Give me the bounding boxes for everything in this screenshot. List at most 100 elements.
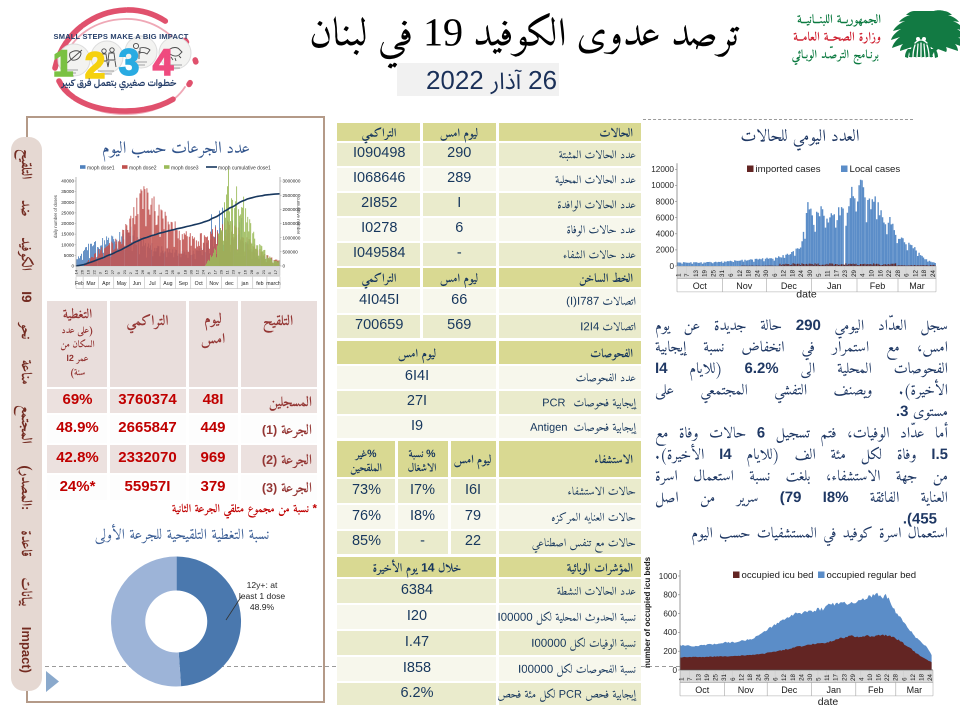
svg-text:12y+: at: 12y+: at bbox=[247, 580, 278, 590]
svg-text:number of occupied icu beds: number of occupied icu beds bbox=[643, 556, 652, 668]
svg-text:12: 12 bbox=[910, 673, 917, 680]
svg-text:2000000: 2000000 bbox=[283, 207, 301, 212]
svg-text:Feb: Feb bbox=[75, 281, 84, 287]
svg-text:Jun: Jun bbox=[133, 281, 141, 287]
svg-text:48.9%: 48.9% bbox=[250, 602, 275, 612]
svg-text:26: 26 bbox=[80, 269, 85, 274]
svg-text:19: 19 bbox=[702, 269, 709, 276]
svg-text:12: 12 bbox=[912, 269, 919, 276]
svg-text:17: 17 bbox=[213, 269, 218, 274]
svg-text:31: 31 bbox=[721, 673, 728, 680]
svg-text:Jan: Jan bbox=[827, 281, 842, 291]
svg-text:Oct: Oct bbox=[695, 685, 710, 695]
svg-text:6000: 6000 bbox=[656, 214, 675, 223]
svg-text:9: 9 bbox=[116, 271, 121, 274]
svg-text:10: 10 bbox=[867, 673, 874, 680]
svg-text:10000: 10000 bbox=[61, 242, 74, 247]
svg-text:18: 18 bbox=[746, 269, 753, 276]
svg-text:500000: 500000 bbox=[283, 249, 299, 254]
svg-text:Jul: Jul bbox=[149, 281, 156, 287]
svg-text:march: march bbox=[266, 281, 281, 287]
svg-text:8000: 8000 bbox=[656, 197, 675, 206]
svg-text:Mar: Mar bbox=[86, 281, 95, 287]
svg-text:14: 14 bbox=[74, 269, 79, 274]
svg-text:12: 12 bbox=[194, 269, 199, 274]
svg-text:Local cases: Local cases bbox=[850, 164, 901, 175]
svg-text:22: 22 bbox=[92, 269, 97, 274]
svg-text:20: 20 bbox=[152, 269, 157, 274]
svg-text:16: 16 bbox=[876, 673, 883, 680]
svg-text:1: 1 bbox=[678, 677, 685, 681]
svg-text:12: 12 bbox=[738, 674, 745, 681]
svg-text:17: 17 bbox=[833, 673, 840, 680]
svg-text:200: 200 bbox=[663, 647, 677, 656]
svg-text:3: 3 bbox=[119, 42, 140, 83]
svg-text:18: 18 bbox=[747, 673, 754, 680]
svg-text:moph cumulative dose1: moph cumulative dose1 bbox=[218, 165, 271, 171]
svg-text:Dec: Dec bbox=[781, 685, 798, 695]
svg-text:Apr: Apr bbox=[102, 281, 110, 287]
svg-text:17: 17 bbox=[273, 269, 278, 274]
svg-text:22: 22 bbox=[886, 270, 893, 277]
svg-text:21: 21 bbox=[122, 269, 127, 274]
svg-text:0: 0 bbox=[669, 262, 674, 271]
svg-text:1500000: 1500000 bbox=[283, 221, 301, 226]
svg-text:3: 3 bbox=[98, 271, 103, 274]
svg-text:11: 11 bbox=[825, 270, 832, 277]
svg-text:16: 16 bbox=[877, 269, 884, 276]
svg-text:27: 27 bbox=[110, 269, 115, 274]
svg-text:30000: 30000 bbox=[61, 200, 74, 205]
svg-text:30: 30 bbox=[807, 673, 814, 680]
svg-text:18: 18 bbox=[921, 269, 928, 276]
svg-text:24: 24 bbox=[798, 673, 805, 680]
svg-text:18: 18 bbox=[790, 673, 797, 680]
svg-text:4: 4 bbox=[860, 273, 867, 277]
svg-text:13: 13 bbox=[695, 673, 702, 680]
svg-text:Dec: Dec bbox=[781, 281, 798, 291]
svg-text:13: 13 bbox=[693, 269, 700, 276]
svg-text:3000000: 3000000 bbox=[283, 179, 301, 184]
svg-text:Feb: Feb bbox=[870, 281, 886, 291]
svg-text:6: 6 bbox=[773, 677, 780, 681]
svg-text:14: 14 bbox=[134, 269, 139, 274]
svg-text:12: 12 bbox=[781, 269, 788, 276]
svg-text:moph dose3: moph dose3 bbox=[171, 165, 199, 171]
svg-text:35000: 35000 bbox=[61, 189, 74, 194]
svg-text:5000: 5000 bbox=[64, 253, 75, 258]
svg-text:30: 30 bbox=[763, 269, 770, 276]
svg-text:4000: 4000 bbox=[656, 230, 675, 239]
svg-text:12: 12 bbox=[737, 269, 744, 276]
svg-text:21: 21 bbox=[261, 269, 266, 274]
svg-text:19: 19 bbox=[704, 674, 711, 681]
svg-text:4: 4 bbox=[237, 271, 242, 274]
svg-text:12: 12 bbox=[781, 673, 788, 680]
svg-text:6: 6 bbox=[904, 273, 911, 277]
svg-text:1: 1 bbox=[158, 271, 163, 274]
svg-text:5: 5 bbox=[816, 677, 823, 681]
svg-text:9: 9 bbox=[255, 271, 260, 274]
svg-text:18: 18 bbox=[918, 673, 925, 680]
svg-text:Mar: Mar bbox=[909, 281, 925, 291]
svg-text:Mar: Mar bbox=[907, 685, 923, 695]
svg-text:23: 23 bbox=[841, 673, 848, 680]
svg-text:Sep: Sep bbox=[179, 281, 188, 287]
svg-text:Oct: Oct bbox=[693, 281, 708, 291]
svg-text:25: 25 bbox=[710, 269, 717, 276]
svg-text:0: 0 bbox=[71, 264, 74, 269]
svg-text:occupied regular bed: occupied regular bed bbox=[827, 570, 917, 581]
svg-text:jan: jan bbox=[241, 281, 249, 287]
svg-text:4: 4 bbox=[153, 42, 174, 83]
svg-text:28: 28 bbox=[895, 269, 902, 276]
svg-text:cumulative number: cumulative number bbox=[296, 197, 301, 235]
svg-text:date: date bbox=[796, 289, 817, 301]
svg-text:13: 13 bbox=[164, 269, 169, 274]
svg-text:30: 30 bbox=[188, 269, 193, 274]
svg-text:23: 23 bbox=[842, 270, 849, 277]
svg-text:Nov: Nov bbox=[736, 281, 753, 291]
svg-text:15: 15 bbox=[104, 269, 109, 274]
svg-text:18: 18 bbox=[789, 269, 796, 276]
svg-text:31: 31 bbox=[719, 269, 726, 276]
svg-text:29: 29 bbox=[851, 269, 858, 276]
svg-text:17: 17 bbox=[833, 269, 840, 276]
svg-text:29: 29 bbox=[219, 269, 224, 274]
